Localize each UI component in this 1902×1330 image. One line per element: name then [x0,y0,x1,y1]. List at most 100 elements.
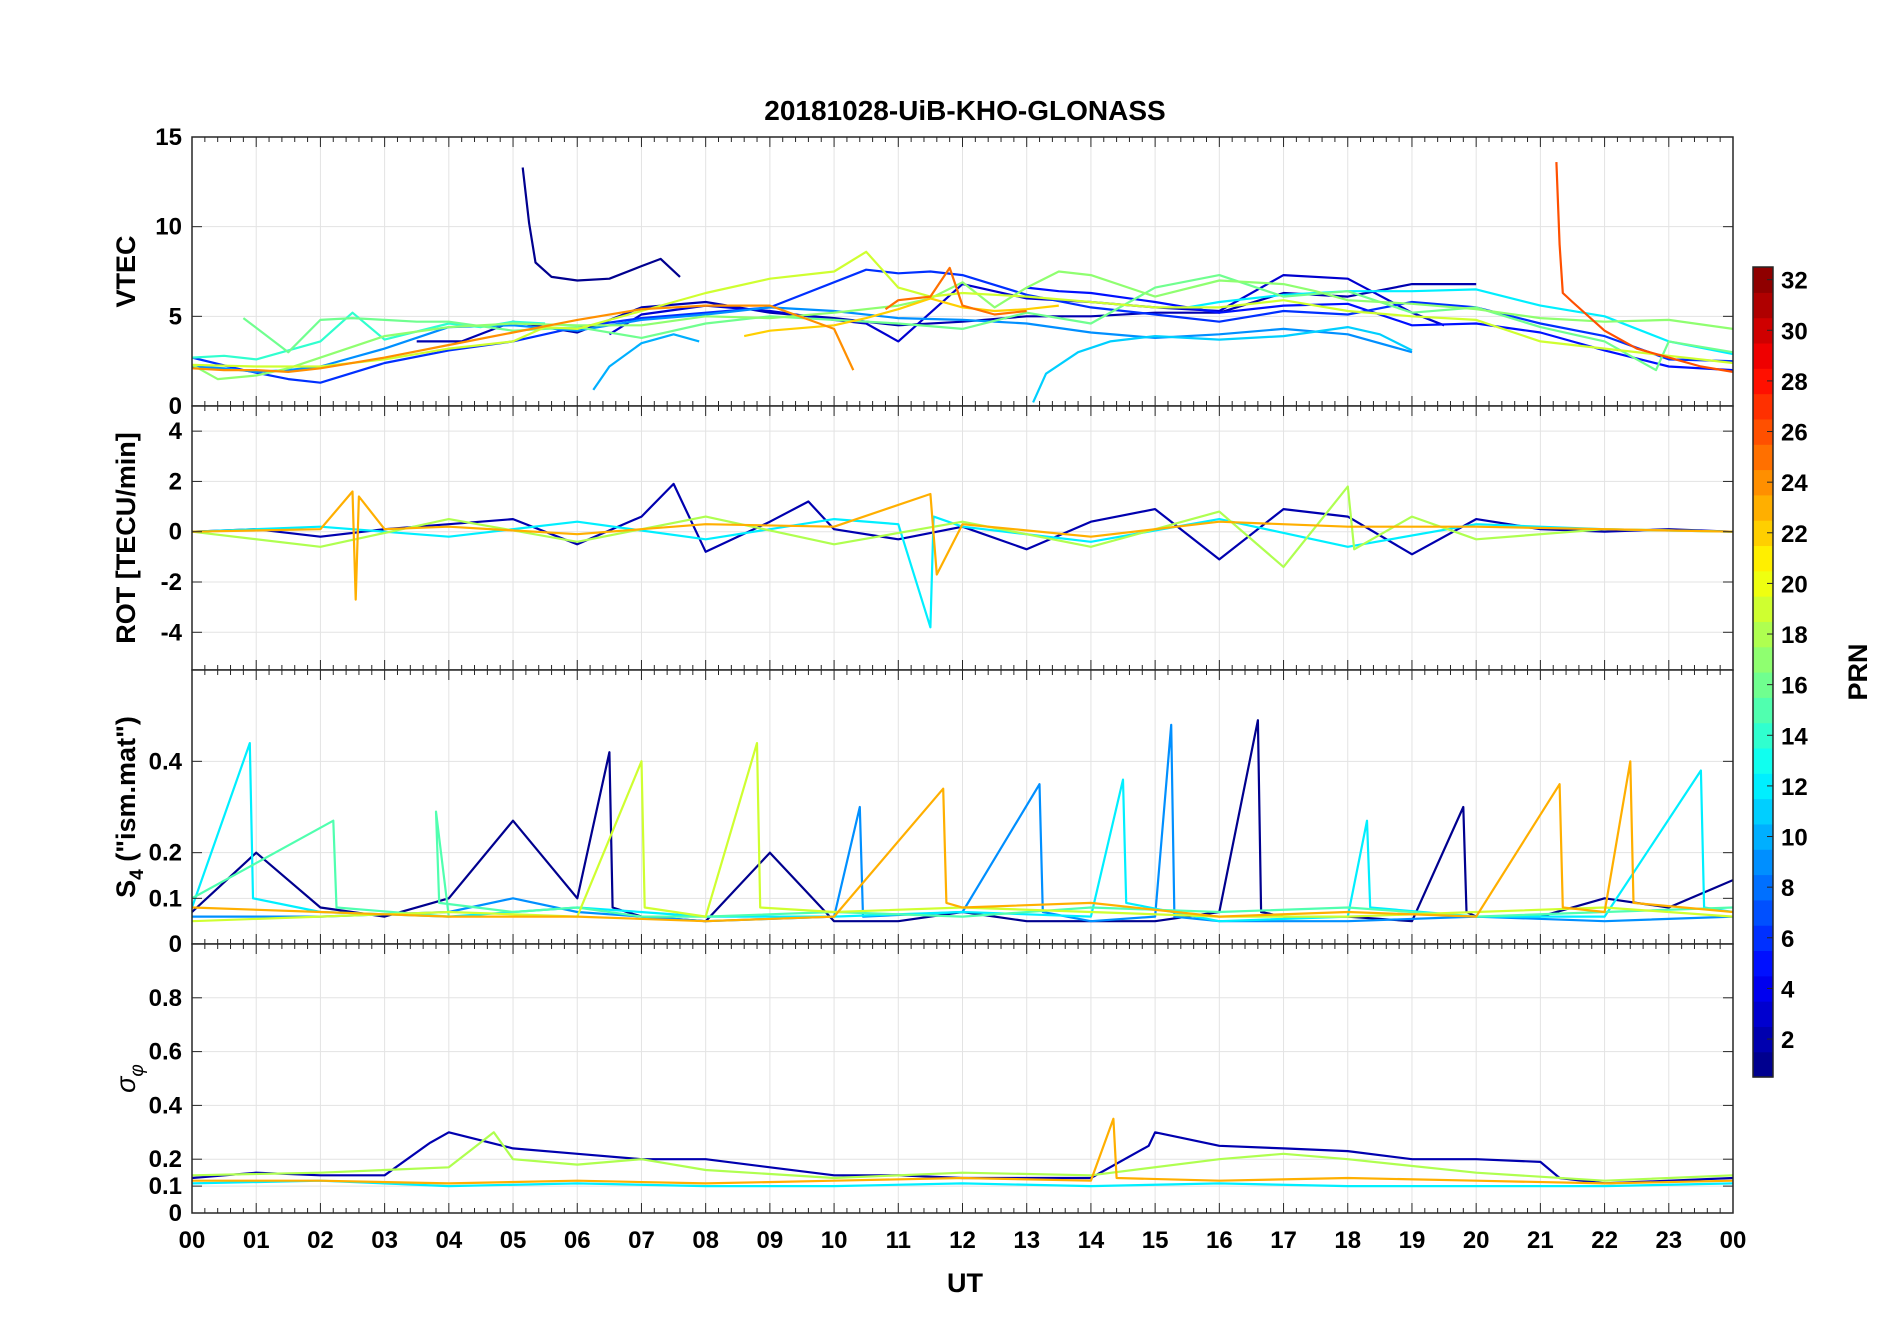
y-tick-label-s4: 0.1 [149,885,182,912]
x-tick-label: 17 [1270,1227,1297,1254]
panels: 05 10 15 VTEC -4 -2 0 2 4 ROT [TECU/min] 0 0.1 0.2 0.… [111,124,1746,1254]
series-s4-prn-23 [192,760,1733,923]
colorbar-segment-prn-10 [1753,823,1773,850]
colorbar-tick-label: 18 [1781,622,1808,649]
colorbar-segment-prn-9 [1753,849,1773,876]
y-tick-label-rot: 4 [169,418,183,445]
colorbar-segment-prn-7 [1753,899,1773,926]
series-rot-prn-23 [192,490,1733,601]
panel-rot: -4 -2 0 2 4 ROT [TECU/min] [111,405,1734,671]
x-tick-label: 05 [500,1227,527,1254]
y-tick-label-sigma: 0 [169,1200,182,1227]
series-vtec-prn-17 [192,270,1733,381]
colorbar-segment-prn-32 [1753,267,1773,293]
colorbar-segment-prn-24 [1753,469,1773,496]
y-axis-label-vtec: VTEC [111,235,141,307]
x-tick-label: 16 [1206,1227,1233,1254]
colorbar-segment-prn-3 [1753,1001,1773,1027]
series-group-s4 [192,719,1733,923]
y-tick-label-sigma: 0.2 [149,1146,182,1173]
series-group-vtec [192,162,1733,403]
x-tick-label: 08 [692,1227,719,1254]
colorbar-segment-prn-11 [1753,798,1773,825]
x-tick-label: 09 [757,1227,784,1254]
colorbar-segment-prn-4 [1753,975,1773,1002]
colorbar-segment-prn-12 [1753,773,1773,800]
series-rot-prn-12 [192,515,1733,629]
y-tick-label-rot: -4 [161,619,183,646]
y-tick-label-sigma: 0.6 [149,1039,182,1066]
colorbar-tick-label: 20 [1781,571,1808,598]
series-vtec-prn-25 [884,266,1027,316]
colorbar-segment-prn-26 [1753,418,1773,445]
colorbar-tick-label: 12 [1781,774,1808,801]
colorbar-segment-prn-21 [1753,545,1773,572]
y-axis-label-s4: S4 ("ism.mat") [111,716,148,898]
x-tick-label: 10 [821,1227,848,1254]
colorbar-segment-prn-30 [1753,317,1773,344]
y-tick-label-sigma: 0.8 [149,985,182,1012]
colorbar-segment-prn-20 [1753,570,1773,597]
colorbar-tick-label: 4 [1781,976,1795,1003]
x-tick-label: 23 [1655,1227,1682,1254]
series-vtec-prn-16 [242,274,1733,372]
y-tick-label-rot: 2 [169,468,182,495]
colorbar-segment-prn-28 [1753,368,1773,395]
x-tick-label: 15 [1142,1227,1169,1254]
colorbar-tick-label: 2 [1781,1027,1794,1054]
x-tick-label: 00 [179,1227,206,1254]
panel-s4: 00.10.20.4S4 ("ism.mat") [111,669,1734,958]
colorbar-segment-prn-22 [1753,520,1773,547]
x-tick-label: 11 [886,1227,911,1254]
colorbar-tick-label: 8 [1781,875,1794,902]
y-label-sub-s4: 4 [127,869,148,880]
colorbar-segment-prn-17 [1753,646,1773,673]
y-tick-label-vtec: 0 [169,393,182,420]
colorbar-tick-label: 14 [1781,723,1808,750]
x-tick-label: 12 [949,1227,976,1254]
colorbar-segment-prn-6 [1753,925,1773,952]
y-tick-label-s4: 0.4 [149,748,183,775]
y-tick-label-rot: -2 [161,569,182,596]
colorbar-label: PRN [1843,643,1873,700]
colorbar-tick-label: 32 [1781,268,1808,295]
colorbar-tick-label: 26 [1781,420,1808,447]
x-tick-label: 03 [371,1227,398,1254]
y-tick-label-vtec: 10 [155,214,182,241]
series-vtec-prn-12 [1187,288,1733,356]
colorbar-segment-prn-23 [1753,494,1773,521]
colorbar-segment-prn-25 [1753,444,1773,471]
x-tick-label: 20 [1463,1227,1490,1254]
y-axis-label-rot: ROT [TECU/min] [111,432,141,643]
series-vtec-prn-5 [1026,286,1733,372]
y-tick-label-s4: 0.2 [149,840,182,867]
series-vtec-prn-26 [1555,162,1733,373]
x-tick-label: 00 [1720,1227,1747,1254]
y-tick-label-rot: 0 [169,519,182,546]
series-sigma-prn-23 [192,1117,1733,1185]
x-tick-label: 22 [1591,1227,1618,1254]
colorbar-segment-prn-14 [1753,722,1773,749]
x-tick-label: 07 [628,1227,655,1254]
y-axis-label-sigma: σφ [111,1064,148,1093]
series-vtec-prn-9 [192,306,1413,373]
colorbar-segment-prn-1 [1753,1051,1773,1078]
colorbar-tick-label: 22 [1781,521,1808,548]
x-tick-label: 18 [1334,1227,1361,1254]
colorbar-segment-prn-2 [1753,1026,1773,1053]
x-tick-label: 06 [564,1227,591,1254]
x-tick-label: 14 [1078,1227,1105,1254]
colorbar-tick-label: 16 [1781,673,1808,700]
series-vtec-prn-19 [192,250,1733,368]
colorbar-segment-prn-31 [1753,292,1773,319]
colorbar-segment-prn-18 [1753,621,1773,648]
series-sigma-prn-12 [192,1179,1733,1188]
x-tick-label: 04 [435,1227,462,1254]
series-group-sigma [192,1117,1733,1188]
x-tick-label: 13 [1013,1227,1040,1254]
colorbar-tick-label: 24 [1781,470,1808,497]
series-vtec-prn-11 [1032,326,1413,403]
y-tick-label-sigma: 0.4 [149,1092,183,1119]
